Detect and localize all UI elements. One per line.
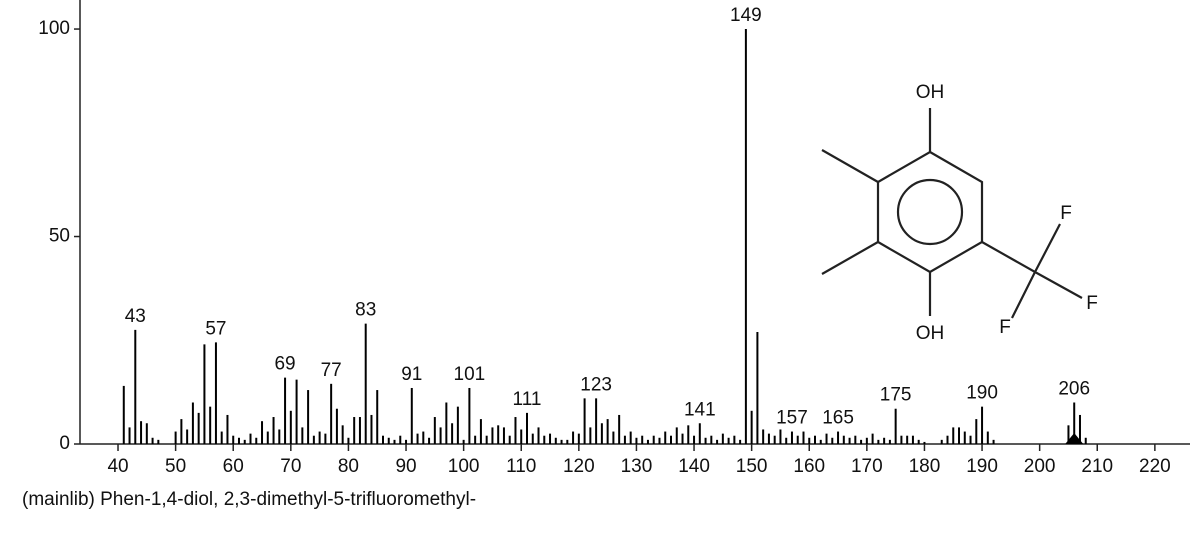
x-tick-label: 60 [223,456,244,477]
atom-label: F [1060,203,1072,224]
x-tick-label: 220 [1139,456,1171,477]
peak-label: 91 [401,364,422,385]
x-tick-label: 190 [966,456,998,477]
x-tick-label: 50 [165,456,186,477]
peak-label: 157 [776,408,808,429]
x-tick-label: 40 [107,456,128,477]
peak-label: 111 [513,389,542,410]
peak-label: 43 [125,306,146,327]
atom-label: F [1086,293,1098,314]
x-tick-label: 150 [736,456,768,477]
ring [876,150,984,274]
aromatic-circle [896,178,964,246]
peak-label: 83 [355,300,376,321]
peak-label: 77 [321,360,342,381]
x-tick-label: 170 [851,456,883,477]
peak-label: 141 [684,399,716,420]
peak-label: 175 [880,385,912,406]
y-tick-label: 100 [38,18,70,39]
x-tick-label: 110 [506,456,536,477]
caption: (mainlib) Phen-1,4-diol, 2,3-dimethyl-5-… [22,489,476,510]
atom-label: OH [916,323,945,344]
x-tick-label: 100 [448,456,480,477]
x-tick-label: 210 [1081,456,1113,477]
peak-label: 57 [205,318,226,339]
peak-label: 123 [580,374,612,395]
x-tick-label: 180 [909,456,941,477]
x-tick-label: 160 [793,456,825,477]
x-tick-label: 200 [1024,456,1056,477]
x-tick-label: 120 [563,456,595,477]
x-tick-label: 90 [395,456,416,477]
structure: OH OH F F F [821,82,1098,344]
peak-label: 206 [1058,379,1090,400]
x-tick-label: 140 [678,456,710,477]
y-tick-label: 0 [59,433,70,454]
x-tick-label: 130 [621,456,653,477]
peak-label: 69 [274,354,295,375]
y-tick-label: 50 [49,226,70,247]
peak-label: 165 [822,408,854,429]
molecular-ion-marker [1065,433,1084,444]
x-tick-label: 80 [338,456,359,477]
peak-label: 190 [966,383,998,404]
peak-label: 149 [730,5,762,26]
x-tick-label: 70 [280,456,301,477]
atom-label: F [999,317,1011,338]
atom-label: OH [916,82,945,103]
bonds [821,108,1083,319]
peak-label: 101 [454,364,486,385]
